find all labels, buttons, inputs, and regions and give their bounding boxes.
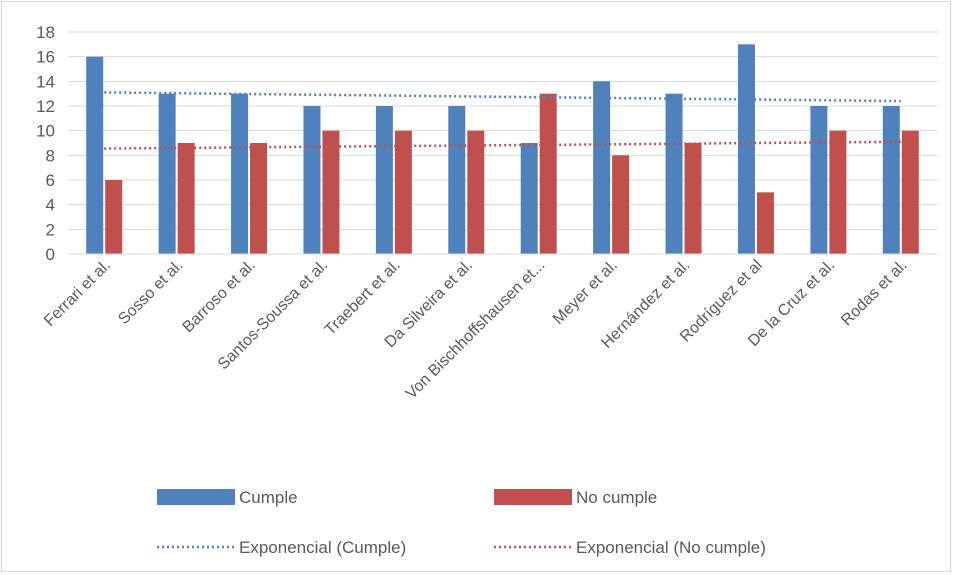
bar-no-cumple	[756, 192, 774, 254]
legend-label: No cumple	[576, 488, 657, 507]
bar-no-cumple	[394, 130, 412, 254]
bars	[86, 44, 919, 255]
category-label: Von Bischhoffshausen et...	[403, 257, 549, 403]
bar-cumple	[810, 106, 828, 254]
y-tick-label: 18	[36, 23, 55, 42]
legend-label: Exponencial (Cumple)	[239, 538, 406, 557]
bar-cumple	[593, 81, 611, 254]
bar-no-cumple	[250, 143, 268, 254]
gridlines	[68, 31, 937, 230]
legend: Cumple No cumple Exponencial (Cumple) Expon…	[157, 488, 766, 557]
legend-label: Exponencial (No cumple)	[576, 538, 766, 557]
y-tick-label: 4	[46, 196, 55, 215]
y-axis-ticks: 0 2 4 6 8 10 12 14 16 18	[36, 23, 55, 264]
trendline-1	[104, 140, 901, 150]
bar-cumple	[303, 106, 321, 254]
y-tick-label: 6	[46, 171, 55, 190]
y-tick-label: 0	[46, 245, 55, 264]
legend-swatch	[157, 489, 235, 505]
bar-cumple	[375, 106, 393, 254]
bar-no-cumple	[612, 155, 630, 254]
category-label: Meyer et al.	[550, 257, 621, 328]
bar-no-cumple	[829, 130, 847, 254]
y-tick-label: 10	[36, 122, 55, 141]
bar-no-cumple	[901, 130, 919, 254]
bar-cumple	[882, 106, 900, 254]
bar-no-cumple	[467, 130, 485, 254]
category-label: Sosso et al.	[115, 257, 186, 328]
bar-cumple	[737, 44, 755, 255]
bar-cumple	[520, 143, 538, 254]
legend-label: Cumple	[239, 488, 298, 507]
bar-cumple	[665, 93, 683, 255]
trendline-0	[104, 91, 901, 103]
category-label: Barroso et al.	[180, 257, 259, 336]
y-tick-label: 14	[36, 72, 55, 91]
bar-no-cumple	[539, 93, 557, 255]
legend-swatch	[494, 489, 572, 505]
bar-no-cumple	[177, 143, 195, 254]
category-label: Rodas et al.	[838, 257, 910, 329]
bar-cumple	[448, 106, 466, 254]
trendlines	[104, 91, 901, 150]
x-axis-categories: Ferrari et al. Sosso et al.Barroso et al.…	[41, 257, 911, 403]
y-tick-label: 16	[36, 48, 55, 67]
category-label: Traebert et al.	[322, 257, 404, 339]
bar-no-cumple	[105, 180, 123, 254]
bar-cumple	[231, 93, 249, 255]
y-tick-label: 12	[36, 97, 55, 116]
bar-no-cumple	[684, 143, 702, 254]
y-tick-label: 2	[46, 220, 55, 239]
bar-cumple	[86, 56, 104, 254]
y-tick-label: 8	[46, 146, 55, 165]
bar-no-cumple	[322, 130, 340, 254]
category-label: Ferrari et al.	[41, 257, 114, 330]
bar-cumple	[158, 93, 176, 255]
